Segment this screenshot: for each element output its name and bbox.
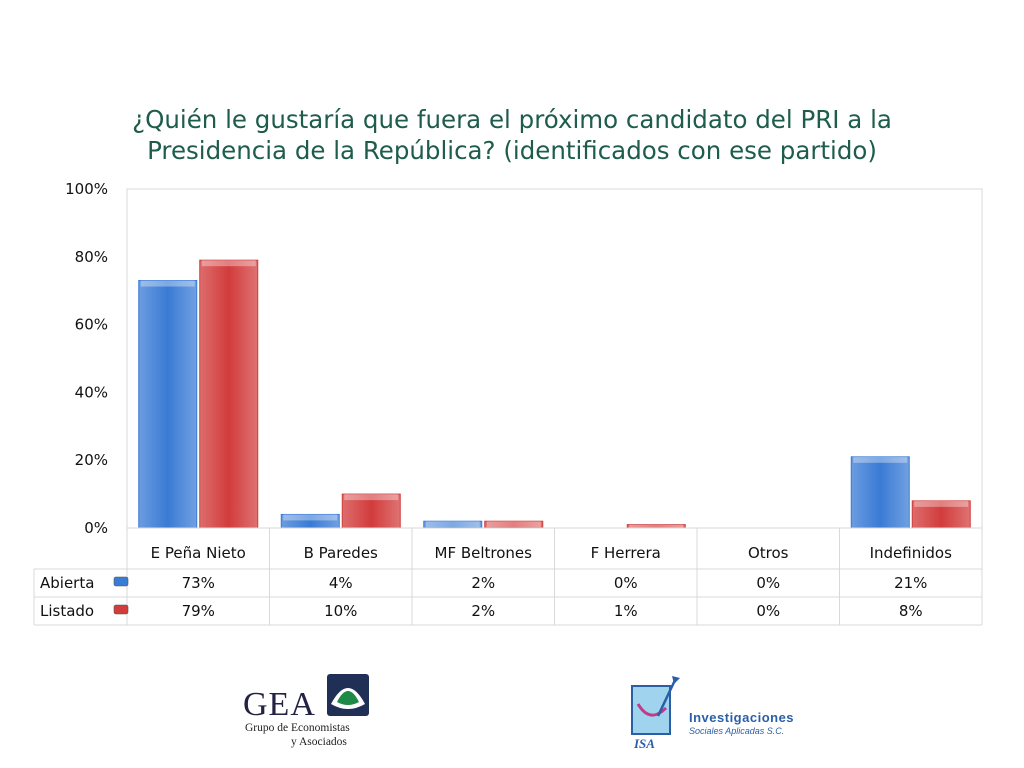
bar-highlight (425, 521, 480, 528)
bar-highlight (853, 456, 908, 463)
legend-label: Abierta (40, 574, 94, 592)
x-category-label: MF Beltrones (435, 544, 533, 562)
bar-highlight (140, 280, 195, 287)
x-category-label: Indefinidos (870, 544, 953, 562)
chart-title-line-1: ¿Quién le gustaría que fuera el próximo … (132, 105, 892, 134)
data-label: 10% (324, 602, 357, 620)
isa-logo-name: Investigaciones (689, 710, 795, 725)
isa-logo-letters: ISA (633, 736, 655, 750)
y-tick-label: 60% (75, 316, 108, 334)
bar-highlight (201, 260, 256, 267)
bar-chart: 0% 20% 40% 60% 80% 100% E Peña Nieto B Paredes M… (33, 180, 983, 626)
data-label: 8% (899, 602, 923, 620)
y-tick-label: 40% (75, 383, 108, 401)
y-tick-label: 100% (65, 180, 108, 198)
data-label: 73% (182, 574, 215, 592)
gea-logo-subtitle-2: y Asociados (291, 736, 347, 748)
gea-logo-name: GEA (243, 686, 316, 723)
bar-highlight (283, 514, 338, 521)
isa-emblem-icon: ISA (631, 676, 680, 750)
bar-highlight (344, 494, 399, 501)
bar-listado-2 (341, 493, 401, 529)
data-label: 79% (182, 602, 215, 620)
legend-label: Listado (40, 602, 94, 620)
bar-abierta-1 (138, 280, 198, 529)
y-tick-label: 20% (75, 451, 108, 469)
gea-logo: GEA Grupo de Economistas y Asociados (243, 672, 373, 752)
bar-listado-6 (911, 500, 971, 529)
legend-swatch (113, 604, 129, 615)
x-category-label: Otros (748, 544, 789, 562)
data-label: 1% (614, 602, 638, 620)
isa-logo-subtitle: Sociales Aplicadas S.C. (689, 726, 785, 736)
y-tick-label: 0% (84, 519, 108, 537)
data-label: 21% (894, 574, 927, 592)
data-label: 0% (614, 574, 638, 592)
chart-title-line-2: Presidencia de la República? (identifica… (147, 136, 877, 165)
bar-highlight (914, 500, 969, 507)
x-category-label: B Paredes (304, 544, 378, 562)
bar-highlight (629, 524, 684, 528)
gea-emblem-icon (327, 674, 369, 716)
bar-listado-1 (199, 259, 259, 529)
isa-logo: ISA Investigaciones Sociales Aplicadas S… (626, 674, 796, 754)
data-label: 0% (756, 602, 780, 620)
data-label: 4% (329, 574, 353, 592)
x-category-label: F Herrera (591, 544, 661, 562)
data-label: 0% (756, 574, 780, 592)
data-label: 2% (471, 602, 495, 620)
y-tick-label: 80% (75, 248, 108, 266)
data-label: 2% (471, 574, 495, 592)
bar-abierta-6 (850, 456, 910, 529)
bar-highlight (486, 521, 541, 528)
legend-swatch (113, 576, 129, 587)
x-category-label: E Peña Nieto (151, 544, 246, 562)
chart-title: ¿Quién le gustaría que fuera el próximo … (0, 104, 1024, 166)
gea-logo-subtitle-1: Grupo de Economistas (245, 722, 350, 734)
